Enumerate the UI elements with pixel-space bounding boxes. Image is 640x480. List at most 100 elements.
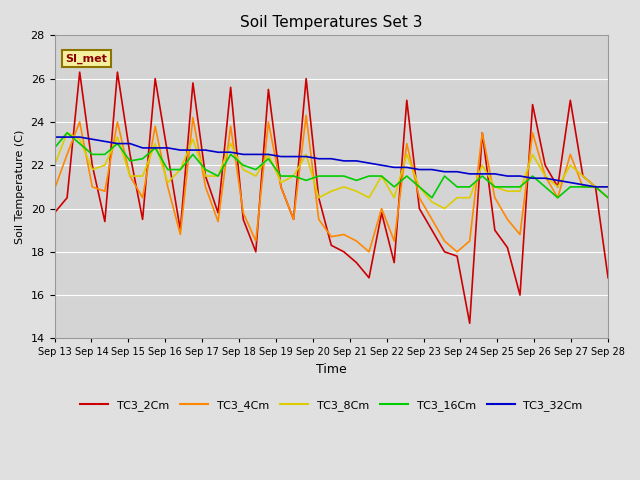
TC3_16Cm bbox=[604, 195, 612, 201]
TC3_32Cm bbox=[239, 152, 247, 157]
TC3_16Cm bbox=[139, 156, 147, 162]
TC3_4Cm bbox=[202, 184, 209, 190]
TC3_2Cm bbox=[390, 260, 398, 265]
TC3_32Cm bbox=[554, 178, 561, 183]
TC3_8Cm bbox=[466, 195, 474, 201]
TC3_32Cm bbox=[139, 145, 147, 151]
TC3_32Cm bbox=[504, 173, 511, 179]
TC3_4Cm bbox=[579, 184, 587, 190]
TC3_32Cm bbox=[113, 141, 121, 146]
TC3_4Cm bbox=[76, 119, 84, 125]
TC3_4Cm bbox=[239, 210, 247, 216]
TC3_2Cm bbox=[76, 69, 84, 75]
TC3_2Cm bbox=[491, 228, 499, 233]
TC3_2Cm bbox=[554, 184, 561, 190]
TC3_8Cm bbox=[428, 199, 436, 205]
TC3_8Cm bbox=[315, 195, 323, 201]
TC3_8Cm bbox=[139, 173, 147, 179]
TC3_16Cm bbox=[277, 173, 285, 179]
TC3_16Cm bbox=[403, 173, 411, 179]
TC3_2Cm bbox=[415, 205, 423, 211]
TC3_32Cm bbox=[466, 171, 474, 177]
TC3_32Cm bbox=[491, 171, 499, 177]
TC3_2Cm bbox=[126, 152, 134, 157]
TC3_32Cm bbox=[415, 167, 423, 172]
TC3_2Cm bbox=[51, 210, 58, 216]
TC3_4Cm bbox=[554, 195, 561, 201]
TC3_16Cm bbox=[88, 152, 96, 157]
TC3_2Cm bbox=[328, 242, 335, 248]
TC3_8Cm bbox=[579, 173, 587, 179]
TC3_4Cm bbox=[151, 123, 159, 129]
TC3_16Cm bbox=[252, 167, 260, 172]
TC3_4Cm bbox=[101, 188, 109, 194]
TC3_16Cm bbox=[126, 158, 134, 164]
TC3_8Cm bbox=[214, 173, 222, 179]
TC3_32Cm bbox=[264, 152, 272, 157]
TC3_2Cm bbox=[315, 195, 323, 201]
TC3_32Cm bbox=[378, 162, 385, 168]
TC3_2Cm bbox=[403, 97, 411, 103]
TC3_2Cm bbox=[579, 173, 587, 179]
TC3_8Cm bbox=[51, 162, 58, 168]
TC3_2Cm bbox=[479, 130, 486, 136]
TC3_8Cm bbox=[566, 162, 574, 168]
TC3_16Cm bbox=[227, 152, 234, 157]
TC3_4Cm bbox=[340, 232, 348, 238]
TC3_4Cm bbox=[164, 184, 172, 190]
TC3_32Cm bbox=[591, 184, 599, 190]
TC3_32Cm bbox=[579, 182, 587, 188]
TC3_16Cm bbox=[466, 184, 474, 190]
TC3_4Cm bbox=[139, 195, 147, 201]
TC3_16Cm bbox=[76, 141, 84, 146]
TC3_8Cm bbox=[453, 195, 461, 201]
TC3_32Cm bbox=[390, 165, 398, 170]
TC3_32Cm bbox=[101, 139, 109, 144]
TC3_4Cm bbox=[353, 238, 360, 244]
TC3_4Cm bbox=[378, 205, 385, 211]
TC3_8Cm bbox=[479, 162, 486, 168]
TC3_4Cm bbox=[126, 173, 134, 179]
TC3_8Cm bbox=[277, 180, 285, 185]
TC3_32Cm bbox=[315, 156, 323, 162]
TC3_16Cm bbox=[479, 173, 486, 179]
TC3_8Cm bbox=[604, 184, 612, 190]
TC3_16Cm bbox=[239, 162, 247, 168]
TC3_2Cm bbox=[378, 210, 385, 216]
TC3_4Cm bbox=[428, 216, 436, 222]
TC3_8Cm bbox=[529, 152, 536, 157]
TC3_8Cm bbox=[101, 162, 109, 168]
TC3_8Cm bbox=[63, 130, 71, 136]
TC3_2Cm bbox=[88, 162, 96, 168]
TC3_2Cm bbox=[164, 152, 172, 157]
TC3_2Cm bbox=[113, 69, 121, 75]
TC3_2Cm bbox=[277, 184, 285, 190]
TC3_4Cm bbox=[566, 152, 574, 157]
TC3_4Cm bbox=[479, 130, 486, 136]
Line: TC3_32Cm: TC3_32Cm bbox=[54, 137, 608, 187]
TC3_4Cm bbox=[88, 184, 96, 190]
TC3_2Cm bbox=[264, 86, 272, 92]
TC3_4Cm bbox=[466, 238, 474, 244]
TC3_4Cm bbox=[541, 173, 549, 179]
TC3_16Cm bbox=[315, 173, 323, 179]
TC3_16Cm bbox=[302, 178, 310, 183]
Line: TC3_8Cm: TC3_8Cm bbox=[54, 133, 608, 208]
TC3_4Cm bbox=[529, 130, 536, 136]
TC3_4Cm bbox=[441, 238, 449, 244]
Line: TC3_16Cm: TC3_16Cm bbox=[54, 133, 608, 198]
Title: Soil Temperatures Set 3: Soil Temperatures Set 3 bbox=[240, 15, 422, 30]
Line: TC3_2Cm: TC3_2Cm bbox=[54, 72, 608, 323]
TC3_4Cm bbox=[504, 216, 511, 222]
TC3_8Cm bbox=[302, 152, 310, 157]
TC3_2Cm bbox=[466, 320, 474, 326]
TC3_4Cm bbox=[51, 186, 58, 192]
Legend: TC3_2Cm, TC3_4Cm, TC3_8Cm, TC3_16Cm, TC3_32Cm: TC3_2Cm, TC3_4Cm, TC3_8Cm, TC3_16Cm, TC3… bbox=[76, 396, 587, 415]
TC3_8Cm bbox=[189, 136, 196, 142]
TC3_4Cm bbox=[277, 184, 285, 190]
TC3_32Cm bbox=[428, 167, 436, 172]
TC3_2Cm bbox=[252, 249, 260, 255]
TC3_8Cm bbox=[164, 180, 172, 185]
TC3_16Cm bbox=[151, 145, 159, 151]
TC3_4Cm bbox=[415, 195, 423, 201]
